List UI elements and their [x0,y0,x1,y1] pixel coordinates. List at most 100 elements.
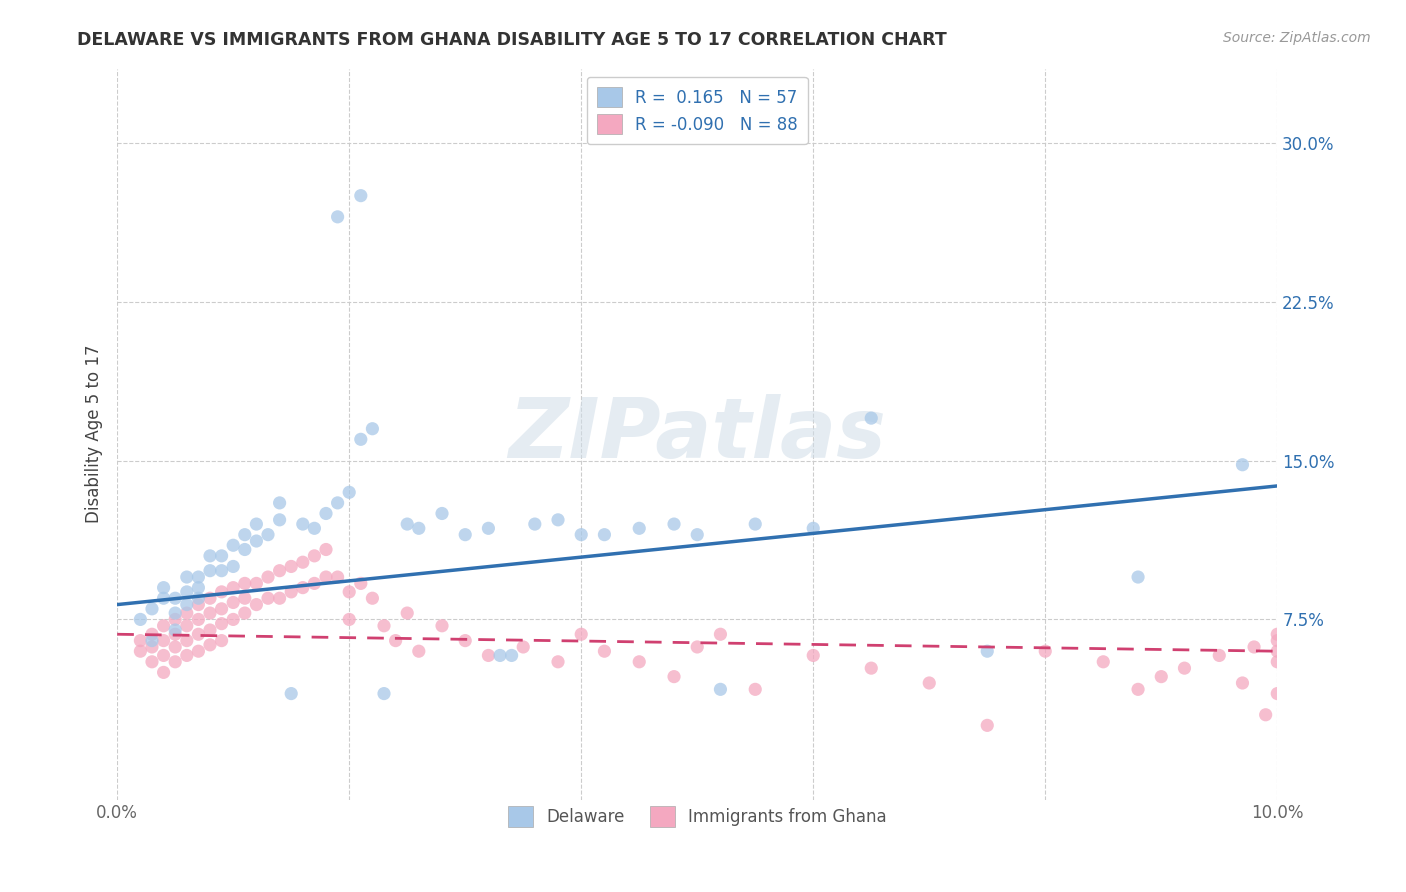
Point [1265,655,1288,669]
Point [291,517,314,532]
Point [141,627,163,641]
Point [198,591,221,606]
Point [315,507,337,521]
Point [176,648,198,663]
Point [1265,627,1288,641]
Point [337,612,360,626]
Point [1265,687,1288,701]
Point [361,422,384,436]
Point [176,633,198,648]
Point [233,527,256,541]
Point [211,564,233,578]
Point [141,655,163,669]
Point [1173,661,1195,675]
Point [291,555,314,569]
Point [1232,676,1254,690]
Point [976,644,998,658]
Point [152,648,174,663]
Point [337,585,360,599]
Point [269,591,291,606]
Point [187,644,209,658]
Point [396,517,419,532]
Point [1265,644,1288,658]
Point [176,606,198,620]
Point [198,549,221,563]
Point [454,527,477,541]
Legend: Delaware, Immigrants from Ghana: Delaware, Immigrants from Ghana [499,798,894,835]
Point [129,644,152,658]
Point [304,576,326,591]
Point [198,564,221,578]
Point [245,534,267,549]
Point [662,517,685,532]
Point [257,527,280,541]
Point [222,612,245,626]
Point [245,517,267,532]
Y-axis label: Disability Age 5 to 17: Disability Age 5 to 17 [86,345,103,524]
Point [744,517,766,532]
Point [396,606,419,620]
Point [709,627,731,641]
Point [408,644,430,658]
Point [569,527,592,541]
Point [337,485,360,500]
Point [129,633,152,648]
Point [141,633,163,648]
Point [187,612,209,626]
Point [801,521,824,535]
Point [384,633,406,648]
Point [408,521,430,535]
Point [326,496,349,510]
Point [245,576,267,591]
Point [593,527,616,541]
Point [326,210,349,224]
Point [198,623,221,637]
Point [198,606,221,620]
Point [280,559,302,574]
Point [477,521,499,535]
Point [304,521,326,535]
Point [269,564,291,578]
Point [304,549,326,563]
Point [350,433,373,447]
Point [350,188,373,202]
Point [211,602,233,616]
Point [269,496,291,510]
Point [489,648,512,663]
Point [593,644,616,658]
Point [211,616,233,631]
Point [315,570,337,584]
Point [454,633,477,648]
Point [141,640,163,654]
Point [709,682,731,697]
Point [860,661,883,675]
Point [152,591,174,606]
Point [350,576,373,591]
Point [187,591,209,606]
Point [211,585,233,599]
Point [547,513,569,527]
Point [233,542,256,557]
Text: ZIPatlas: ZIPatlas [509,393,886,475]
Point [361,591,384,606]
Point [1150,670,1173,684]
Point [165,623,187,637]
Point [1092,655,1115,669]
Point [187,570,209,584]
Point [233,576,256,591]
Point [257,570,280,584]
Point [187,581,209,595]
Point [523,517,546,532]
Point [315,542,337,557]
Point [141,602,163,616]
Point [152,619,174,633]
Point [569,627,592,641]
Text: Source: ZipAtlas.com: Source: ZipAtlas.com [1223,31,1371,45]
Point [430,507,453,521]
Point [686,527,709,541]
Point [744,682,766,697]
Point [1126,570,1149,584]
Point [1232,458,1254,472]
Point [801,648,824,663]
Point [628,521,651,535]
